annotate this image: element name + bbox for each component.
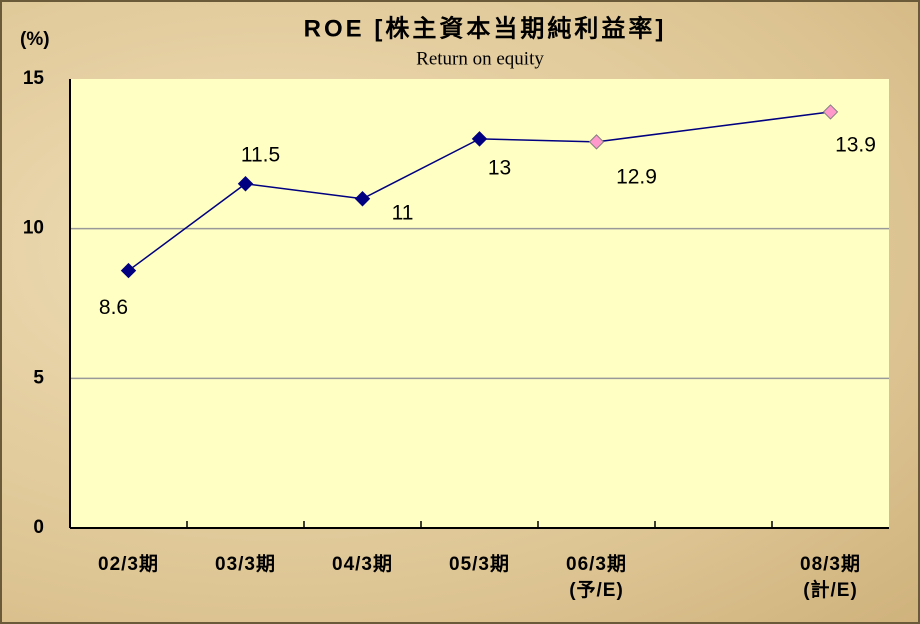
x-tick-label: 05/3期 — [449, 554, 510, 575]
data-label: 11.5 — [241, 143, 280, 166]
line-segment — [245, 183, 363, 200]
x-tick-label: 03/3期 — [215, 554, 276, 575]
marker — [354, 191, 371, 207]
y-tick-label: 15 — [23, 68, 45, 89]
data-label: 13.9 — [835, 133, 876, 156]
data-label: 13 — [488, 156, 511, 179]
plot-area — [70, 79, 889, 528]
data-label: 12.9 — [616, 165, 657, 188]
y-axis-label: (%) — [20, 29, 50, 50]
x-tick-label: 04/3期 — [332, 554, 393, 575]
data-label: 8.6 — [99, 296, 128, 319]
line-segment — [362, 138, 480, 200]
y-tick-label: 10 — [23, 218, 44, 239]
x-tick-label: 08/3期 (計/E) — [800, 554, 861, 601]
line-segment — [596, 111, 831, 143]
x-tick-label: 06/3期 (予/E) — [566, 554, 627, 601]
marker — [588, 134, 605, 150]
line-segment — [479, 138, 597, 143]
marker — [822, 104, 839, 120]
x-tick-label: 02/3期 — [98, 554, 159, 575]
marker — [471, 131, 488, 147]
data-label: 11 — [392, 201, 414, 224]
y-tick-label: 0 — [33, 517, 44, 538]
line-segment — [128, 183, 246, 272]
chart-title: ROE [株主資本当期純利益率] — [304, 14, 667, 42]
marker — [120, 262, 137, 279]
marker — [237, 176, 254, 192]
y-tick-label: 5 — [33, 367, 44, 388]
chart-subtitle: Return on equity — [416, 48, 544, 69]
